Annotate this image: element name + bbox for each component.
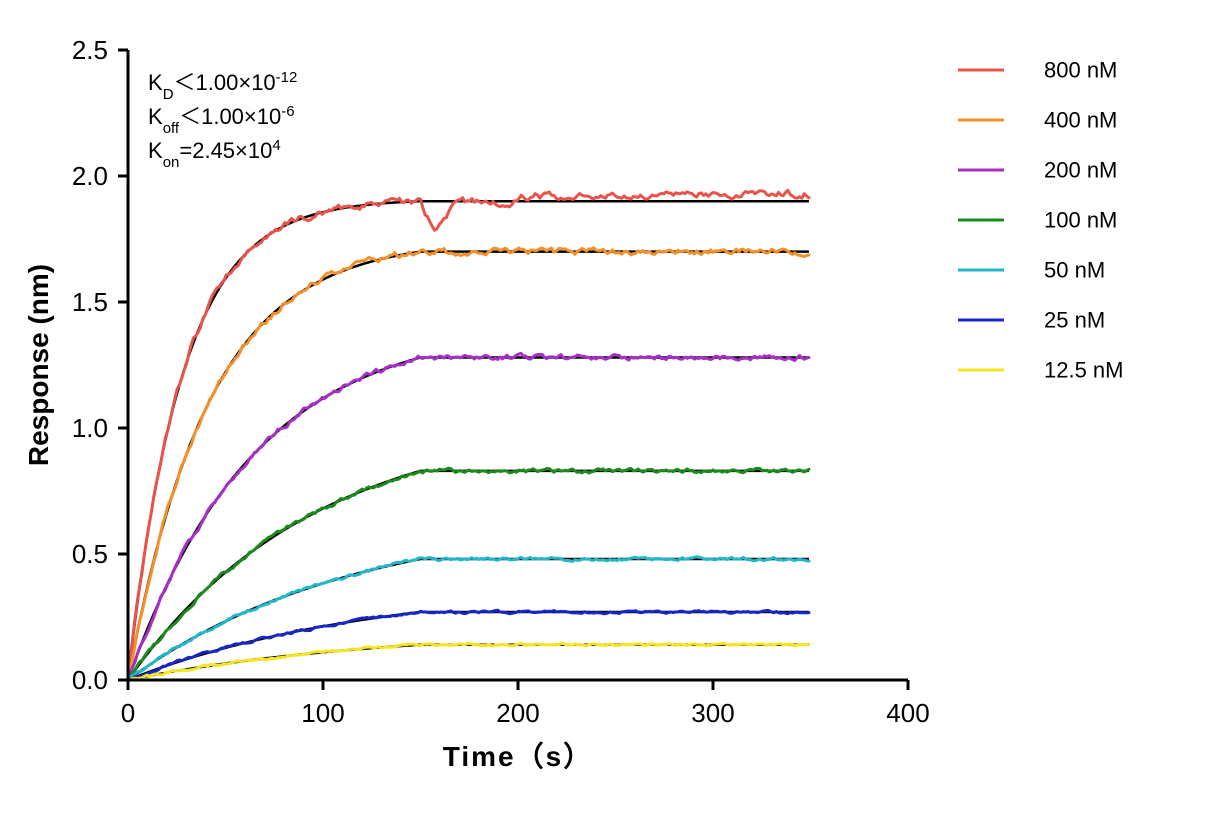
x-tick-label: 0 (121, 698, 135, 728)
x-tick-label: 300 (691, 698, 734, 728)
legend-label: 50 nM (1044, 258, 1105, 283)
kinetics-chart: 0 100 200 300 400 0.0 0.5 1.0 1.5 2.0 2.5 Time（s） Re… (0, 0, 1218, 825)
x-tick-label: 200 (496, 698, 539, 728)
legend-label: 25 nM (1044, 308, 1105, 333)
legend-label: 800 nM (1044, 58, 1117, 83)
y-axis-label: Response (nm) (23, 264, 54, 466)
chart-svg: 0 100 200 300 400 0.0 0.5 1.0 1.5 2.0 2.5 Time（s） Re… (0, 0, 1218, 825)
legend-label: 12.5 nM (1044, 358, 1124, 383)
x-axis-label: Time（s） (443, 740, 593, 772)
y-tick-label: 1.5 (72, 287, 108, 317)
y-tick-label: 0.5 (72, 539, 108, 569)
y-tick-label: 2.0 (72, 161, 108, 191)
y-tick-label: 0.0 (72, 665, 108, 695)
x-tick-label: 100 (301, 698, 344, 728)
legend-label: 200 nM (1044, 158, 1117, 183)
x-tick-label: 400 (886, 698, 929, 728)
y-tick-label: 1.0 (72, 413, 108, 443)
legend-label: 100 nM (1044, 208, 1117, 233)
legend-label: 400 nM (1044, 108, 1117, 133)
y-tick-label: 2.5 (72, 35, 108, 65)
